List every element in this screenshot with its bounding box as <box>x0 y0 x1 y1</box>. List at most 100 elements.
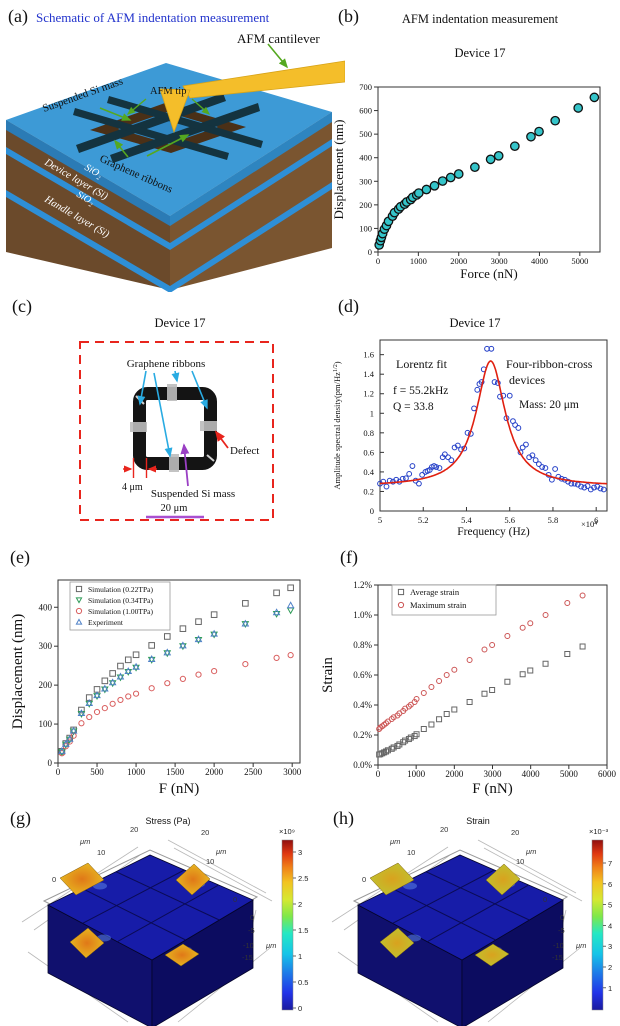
svg-text:5.4: 5.4 <box>461 515 472 525</box>
panel-d-tag: (d) <box>338 296 359 316</box>
graphene-ribbon <box>76 93 226 153</box>
svg-text:0.0%: 0.0% <box>353 760 372 770</box>
ribbon-patch <box>379 927 415 959</box>
cantilever-label: AFM cantilever <box>237 31 320 46</box>
svg-text:Force (nN): Force (nN) <box>460 266 517 281</box>
panel-a-title: Schematic of AFM indentation measurement <box>36 10 270 25</box>
colorbar <box>281 839 294 1011</box>
svg-text:0: 0 <box>368 247 372 257</box>
svg-text:-15: -15 <box>552 953 563 962</box>
svg-text:0: 0 <box>48 758 53 768</box>
ribbons-label: Graphene ribbons <box>127 358 206 370</box>
svg-text:1: 1 <box>370 408 374 418</box>
panel-c-tag: (c) <box>12 296 32 316</box>
ribbon-patch <box>164 943 200 967</box>
sio2-stripe <box>170 182 332 292</box>
sem-ribbon-bottom <box>169 454 179 472</box>
defect-label: Defect <box>230 445 259 457</box>
svg-text:500: 500 <box>90 767 104 777</box>
panel-c-title: Device 17 <box>154 316 206 330</box>
svg-text:6: 6 <box>594 515 598 525</box>
stress-3d-plot: Stress (Pa) μm 0 10 20 μm 0 10 20 μm 0 -5 -10 -15 ×10⁹… <box>0 800 310 1026</box>
svg-text:2000: 2000 <box>205 767 224 777</box>
svg-text:0: 0 <box>370 506 374 516</box>
svg-text:Simulation (1.00TPa): Simulation (1.00TPa) <box>88 607 153 616</box>
top-grid <box>81 869 220 943</box>
colorbar-tick: 4 <box>608 921 612 930</box>
svg-text:-15: -15 <box>242 953 253 962</box>
ribbon-patch <box>69 927 105 959</box>
comsol-h-svg: Strain μm 0 10 20 μm 0 10 20 μm 0 -5 -10 -15 ×10⁻³ 7 6 5 4… <box>331 816 612 1026</box>
top-layer-edge <box>6 120 170 226</box>
panel-f-tag: (f) <box>340 547 358 567</box>
ribbon-patch <box>474 943 510 967</box>
panel-e-tag: (e) <box>10 547 30 567</box>
svg-text:0: 0 <box>376 769 381 779</box>
ribbon-arrow <box>137 370 147 406</box>
chart-b-svg: 0 1000 2000 3000 4000 5000 0 100 200 300 400 500 600… <box>331 82 601 281</box>
sem-ribbon-top <box>167 384 177 401</box>
svg-text:10: 10 <box>97 848 105 857</box>
afm-schematic: AFM cantilever AFM tip Suspended Si mass… <box>6 31 345 292</box>
panel-b-subtitle: Device 17 <box>454 46 506 60</box>
svg-text:Simulation (0.34TPa): Simulation (0.34TPa) <box>88 596 153 605</box>
annotation: devices <box>509 373 545 387</box>
svg-text:400: 400 <box>39 602 53 612</box>
svg-text:0.2: 0.2 <box>363 486 374 496</box>
svg-text:3000: 3000 <box>491 256 508 266</box>
svg-text:μm: μm <box>575 941 586 950</box>
svg-text:3000: 3000 <box>484 769 503 779</box>
axes: 0 1000 2000 3000 4000 5000 0 100 200 300 400 500 600… <box>331 82 601 281</box>
series-maximum-strain <box>376 592 586 732</box>
graphene-ribbon <box>110 103 260 163</box>
svg-text:Displacement (nm): Displacement (nm) <box>331 120 346 220</box>
svg-text:0: 0 <box>233 895 237 904</box>
svg-text:Experiment: Experiment <box>88 618 124 627</box>
svg-text:1.6: 1.6 <box>363 350 374 360</box>
svg-text:5: 5 <box>378 515 382 525</box>
tip-arrow <box>126 98 147 115</box>
svg-text:0.2%: 0.2% <box>353 730 372 740</box>
svg-text:500: 500 <box>359 129 372 139</box>
sem-image-panel: Graphene ribbons Defect 4 μm Suspended S… <box>79 341 274 521</box>
svg-text:0.8: 0.8 <box>363 428 374 438</box>
svg-text:-5: -5 <box>248 926 255 935</box>
series-average-strain <box>376 643 586 758</box>
colorbar-tick: 7 <box>608 859 612 868</box>
axes: 0 1000 2000 3000 4000 5000 6000 0.0% 0.2% 0.4% 0.6… <box>320 580 617 797</box>
chart-e-canvas: 0 500 1000 1500 2000 2500 3000 0 100 200 300 400 F (… <box>8 572 310 800</box>
svg-text:1.4: 1.4 <box>363 369 374 379</box>
svg-text:20: 20 <box>201 828 209 837</box>
svg-text:F (nN): F (nN) <box>472 781 512 797</box>
svg-text:5.2: 5.2 <box>418 515 429 525</box>
scale-label: 20 μm <box>161 503 188 514</box>
chart-e-svg: 0 500 1000 1500 2000 2500 3000 0 100 200 300 400 F (… <box>10 579 302 797</box>
svg-text:0.4: 0.4 <box>363 467 374 477</box>
afm-tip <box>159 88 191 134</box>
svg-text:μm: μm <box>215 847 226 856</box>
chart-d-canvas: 5 5.2 5.4 5.6 5.8 6 0 0.2 0.4 0.6 0.8 1 1.2 1.4 1.6 Fre… <box>330 336 615 546</box>
svg-text:Amplitude spectral density(pm/: Amplitude spectral density(pm/Hz1/2) <box>332 361 342 489</box>
ribbon-arrow <box>171 370 180 383</box>
mass-arrow <box>180 443 190 487</box>
svg-text:0.8%: 0.8% <box>353 640 372 650</box>
tip-label: AFM tip <box>150 86 186 97</box>
top-layer-edge <box>170 112 332 226</box>
svg-text:4000: 4000 <box>522 769 541 779</box>
sio2-stripe <box>6 147 170 250</box>
ribbon-arrow <box>146 134 190 157</box>
svg-text:2000: 2000 <box>450 256 467 266</box>
comsol-g-svg: Stress (Pa)μm01020μm01020μm0-5-10-15×10⁹… <box>21 816 308 1026</box>
annotation: f = 55.2kHz <box>393 385 448 397</box>
annotation: Four-ribbon-cross <box>506 357 593 371</box>
svg-text:2000: 2000 <box>445 769 464 779</box>
annotation: Lorentz fit <box>396 357 448 371</box>
chart-d-svg: 5 5.2 5.4 5.6 5.8 6 0 0.2 0.4 0.6 0.8 1 1.2 1.4 1.6 Fre… <box>332 339 608 538</box>
svg-text:Maximum strain: Maximum strain <box>410 600 467 610</box>
colorbar-tick: 1 <box>298 952 302 961</box>
chart-f-canvas: 0 1000 2000 3000 4000 5000 6000 0.0% 0.2% 0.4% 0.6… <box>318 572 620 800</box>
svg-text:400: 400 <box>359 153 372 163</box>
ribbon-arrow <box>191 370 208 410</box>
svg-text:-10: -10 <box>243 941 254 950</box>
colorbar-multiplier: ×10⁹ <box>279 827 295 836</box>
